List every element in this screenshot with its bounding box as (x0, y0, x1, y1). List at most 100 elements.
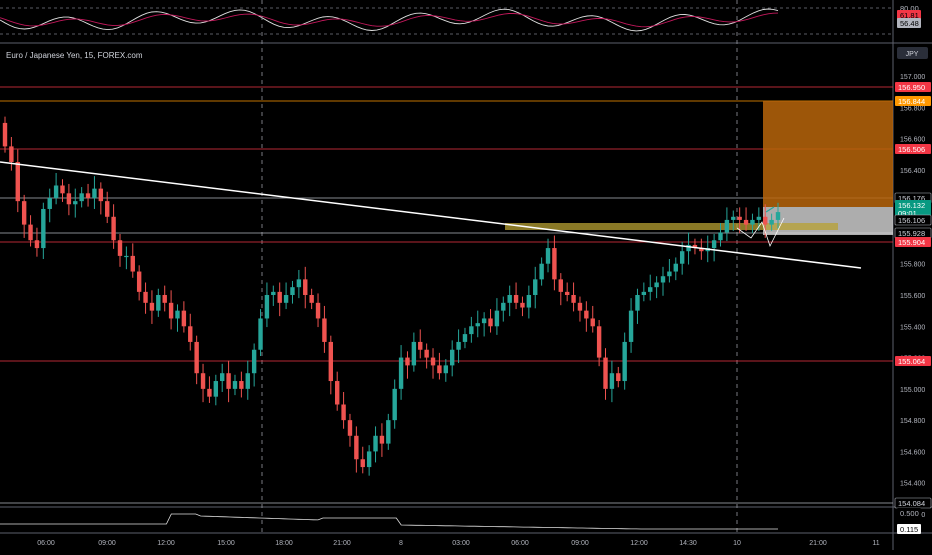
candle-body (105, 201, 110, 217)
candle-body (577, 302, 583, 311)
currency-badge[interactable] (897, 47, 928, 59)
lower-tag-label: 0.500 (900, 509, 919, 518)
stop-zone[interactable] (763, 207, 893, 235)
candle-body (98, 188, 104, 202)
candle-body (85, 193, 91, 199)
price-axis[interactable]: 157.000156.800156.600156.400156.200156.0… (900, 74, 925, 519)
candle-body (775, 212, 781, 220)
candle-body (443, 365, 449, 374)
rsi-tag-label: 61.81 (900, 11, 919, 20)
price-tag-label: 156.106 (898, 216, 925, 225)
projection-path[interactable] (736, 217, 785, 248)
candle-body (539, 263, 544, 280)
time-tick-label: 12:00 (630, 540, 648, 547)
candle-body (469, 326, 474, 335)
candle-body (724, 219, 730, 233)
candle-body (283, 295, 289, 303)
candle-body (756, 216, 762, 220)
candle-body (264, 295, 270, 319)
candle-body (679, 251, 685, 264)
price-tick-label: 154.800 (900, 418, 925, 425)
candle-body (181, 310, 187, 327)
candle-body (220, 373, 225, 382)
candle-body (309, 295, 314, 303)
candle-body (418, 341, 423, 350)
candle-body (660, 276, 666, 283)
chart-title: Euro / Japanese Yen, 15, FOREX.com (6, 51, 143, 60)
support-zone[interactable] (505, 223, 838, 230)
candle-body (596, 326, 602, 358)
candles (2, 116, 781, 476)
rsi-tag-box (897, 18, 921, 28)
candle-body (667, 271, 672, 277)
candle-body (411, 341, 417, 366)
time-tick-label: 21:00 (333, 540, 351, 547)
candle-body (609, 373, 615, 389)
candle-body (686, 244, 691, 252)
candle-body (143, 291, 148, 303)
candle-body (366, 451, 372, 468)
candle-body (456, 341, 461, 350)
currency-label: JPY (906, 51, 919, 58)
candle-body (322, 318, 327, 342)
candle-body (603, 357, 608, 389)
candle-body (731, 216, 736, 220)
candle-body (558, 279, 563, 292)
candle-body (251, 349, 257, 374)
candle-body (258, 318, 263, 350)
price-tag-box (895, 82, 931, 92)
target-zone[interactable] (763, 101, 893, 207)
candle-body (28, 224, 33, 241)
candle-body (277, 291, 282, 303)
price-tick-label: 155.600 (900, 293, 925, 300)
price-tag-box (895, 200, 931, 210)
candle-body (475, 323, 480, 327)
price-tag-box (895, 356, 931, 366)
time-tick-label: 8 (399, 540, 403, 547)
lower-tag-label: 0.115 (900, 525, 918, 534)
candle-body (175, 310, 180, 319)
time-tick-label: 09:00 (98, 540, 116, 547)
price-tag-box (895, 237, 931, 247)
candle-body (763, 216, 768, 225)
candle-body (34, 240, 40, 249)
candle-body (398, 357, 404, 389)
candle-body (386, 420, 391, 444)
candle-body (47, 198, 52, 209)
candle-body (379, 435, 385, 444)
candle-body (654, 282, 659, 288)
price-tag-label: 156.950 (898, 83, 925, 92)
candle-body (699, 248, 704, 252)
candle-body (449, 349, 455, 366)
candle-body (711, 240, 717, 249)
candle-body (124, 255, 129, 258)
candle-body (526, 295, 532, 308)
candle-body (737, 216, 742, 220)
candle-body (373, 435, 378, 452)
time-axis[interactable]: 06:00 09:00 12:00 15:00 18:00 21:00 8 03:00 06:0… (37, 540, 879, 547)
rsi-panel (0, 7, 893, 35)
price-tag-label: 156.844 (898, 97, 925, 106)
candle-body (718, 232, 723, 241)
candle-body (769, 219, 774, 225)
time-tick-label: 21:00 (809, 540, 827, 547)
price-tag-box (895, 144, 931, 154)
time-tick-label: 12:00 (157, 540, 175, 547)
candle-body (584, 310, 589, 319)
price-tag-label: 155.064 (898, 357, 925, 366)
candle-body (424, 349, 429, 358)
candle-body (692, 244, 698, 249)
price-tick-label: 156.400 (900, 168, 925, 175)
candle-body (328, 341, 334, 382)
time-tick-label: 15:00 (217, 540, 235, 547)
candle-body (296, 279, 302, 288)
candle-body (533, 279, 538, 295)
time-tick-label: 11 (872, 540, 879, 547)
trendline[interactable] (0, 161, 862, 269)
candle-body (303, 279, 308, 295)
candle-body (430, 357, 436, 366)
time-tick-label: 03:00 (452, 540, 470, 547)
